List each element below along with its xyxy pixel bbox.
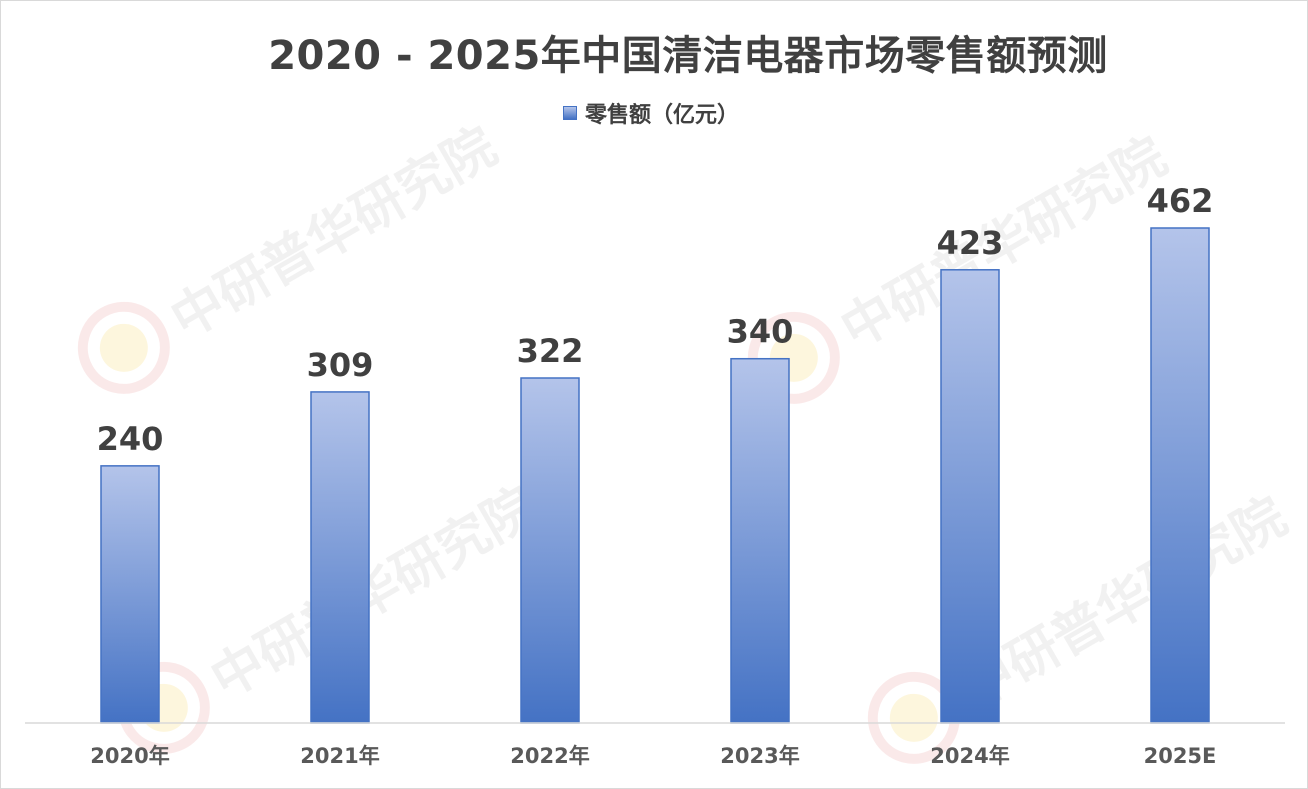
data-label: 240 <box>97 420 164 458</box>
bar-2020年 <box>100 465 160 724</box>
x-tick-label: 2021年 <box>300 744 379 768</box>
data-label: 322 <box>517 332 584 370</box>
legend-label: 零售额（亿元） <box>584 103 739 128</box>
data-label: 462 <box>1147 182 1214 220</box>
chart-legend: 零售额（亿元） <box>1 97 1301 129</box>
data-label: 309 <box>307 346 374 384</box>
bar-2024年 <box>940 269 1000 724</box>
x-tick-label: 2022年 <box>510 744 589 768</box>
legend-swatch-icon <box>562 106 577 120</box>
bar-2022年 <box>520 377 580 724</box>
bar-2023年 <box>730 357 790 724</box>
x-tick-label: 2023年 <box>720 744 799 768</box>
data-label: 423 <box>937 224 1004 262</box>
data-label: 340 <box>727 313 794 351</box>
chart-title: 2020 - 2025年中国清洁电器市场零售额预测 <box>268 33 1108 79</box>
bar-2025E <box>1150 227 1210 724</box>
x-tick-label: 2024年 <box>930 744 1009 768</box>
bar-2021年 <box>310 391 370 724</box>
x-tick-label: 2020年 <box>90 744 169 768</box>
x-tick-label: 2025E <box>1144 744 1217 768</box>
